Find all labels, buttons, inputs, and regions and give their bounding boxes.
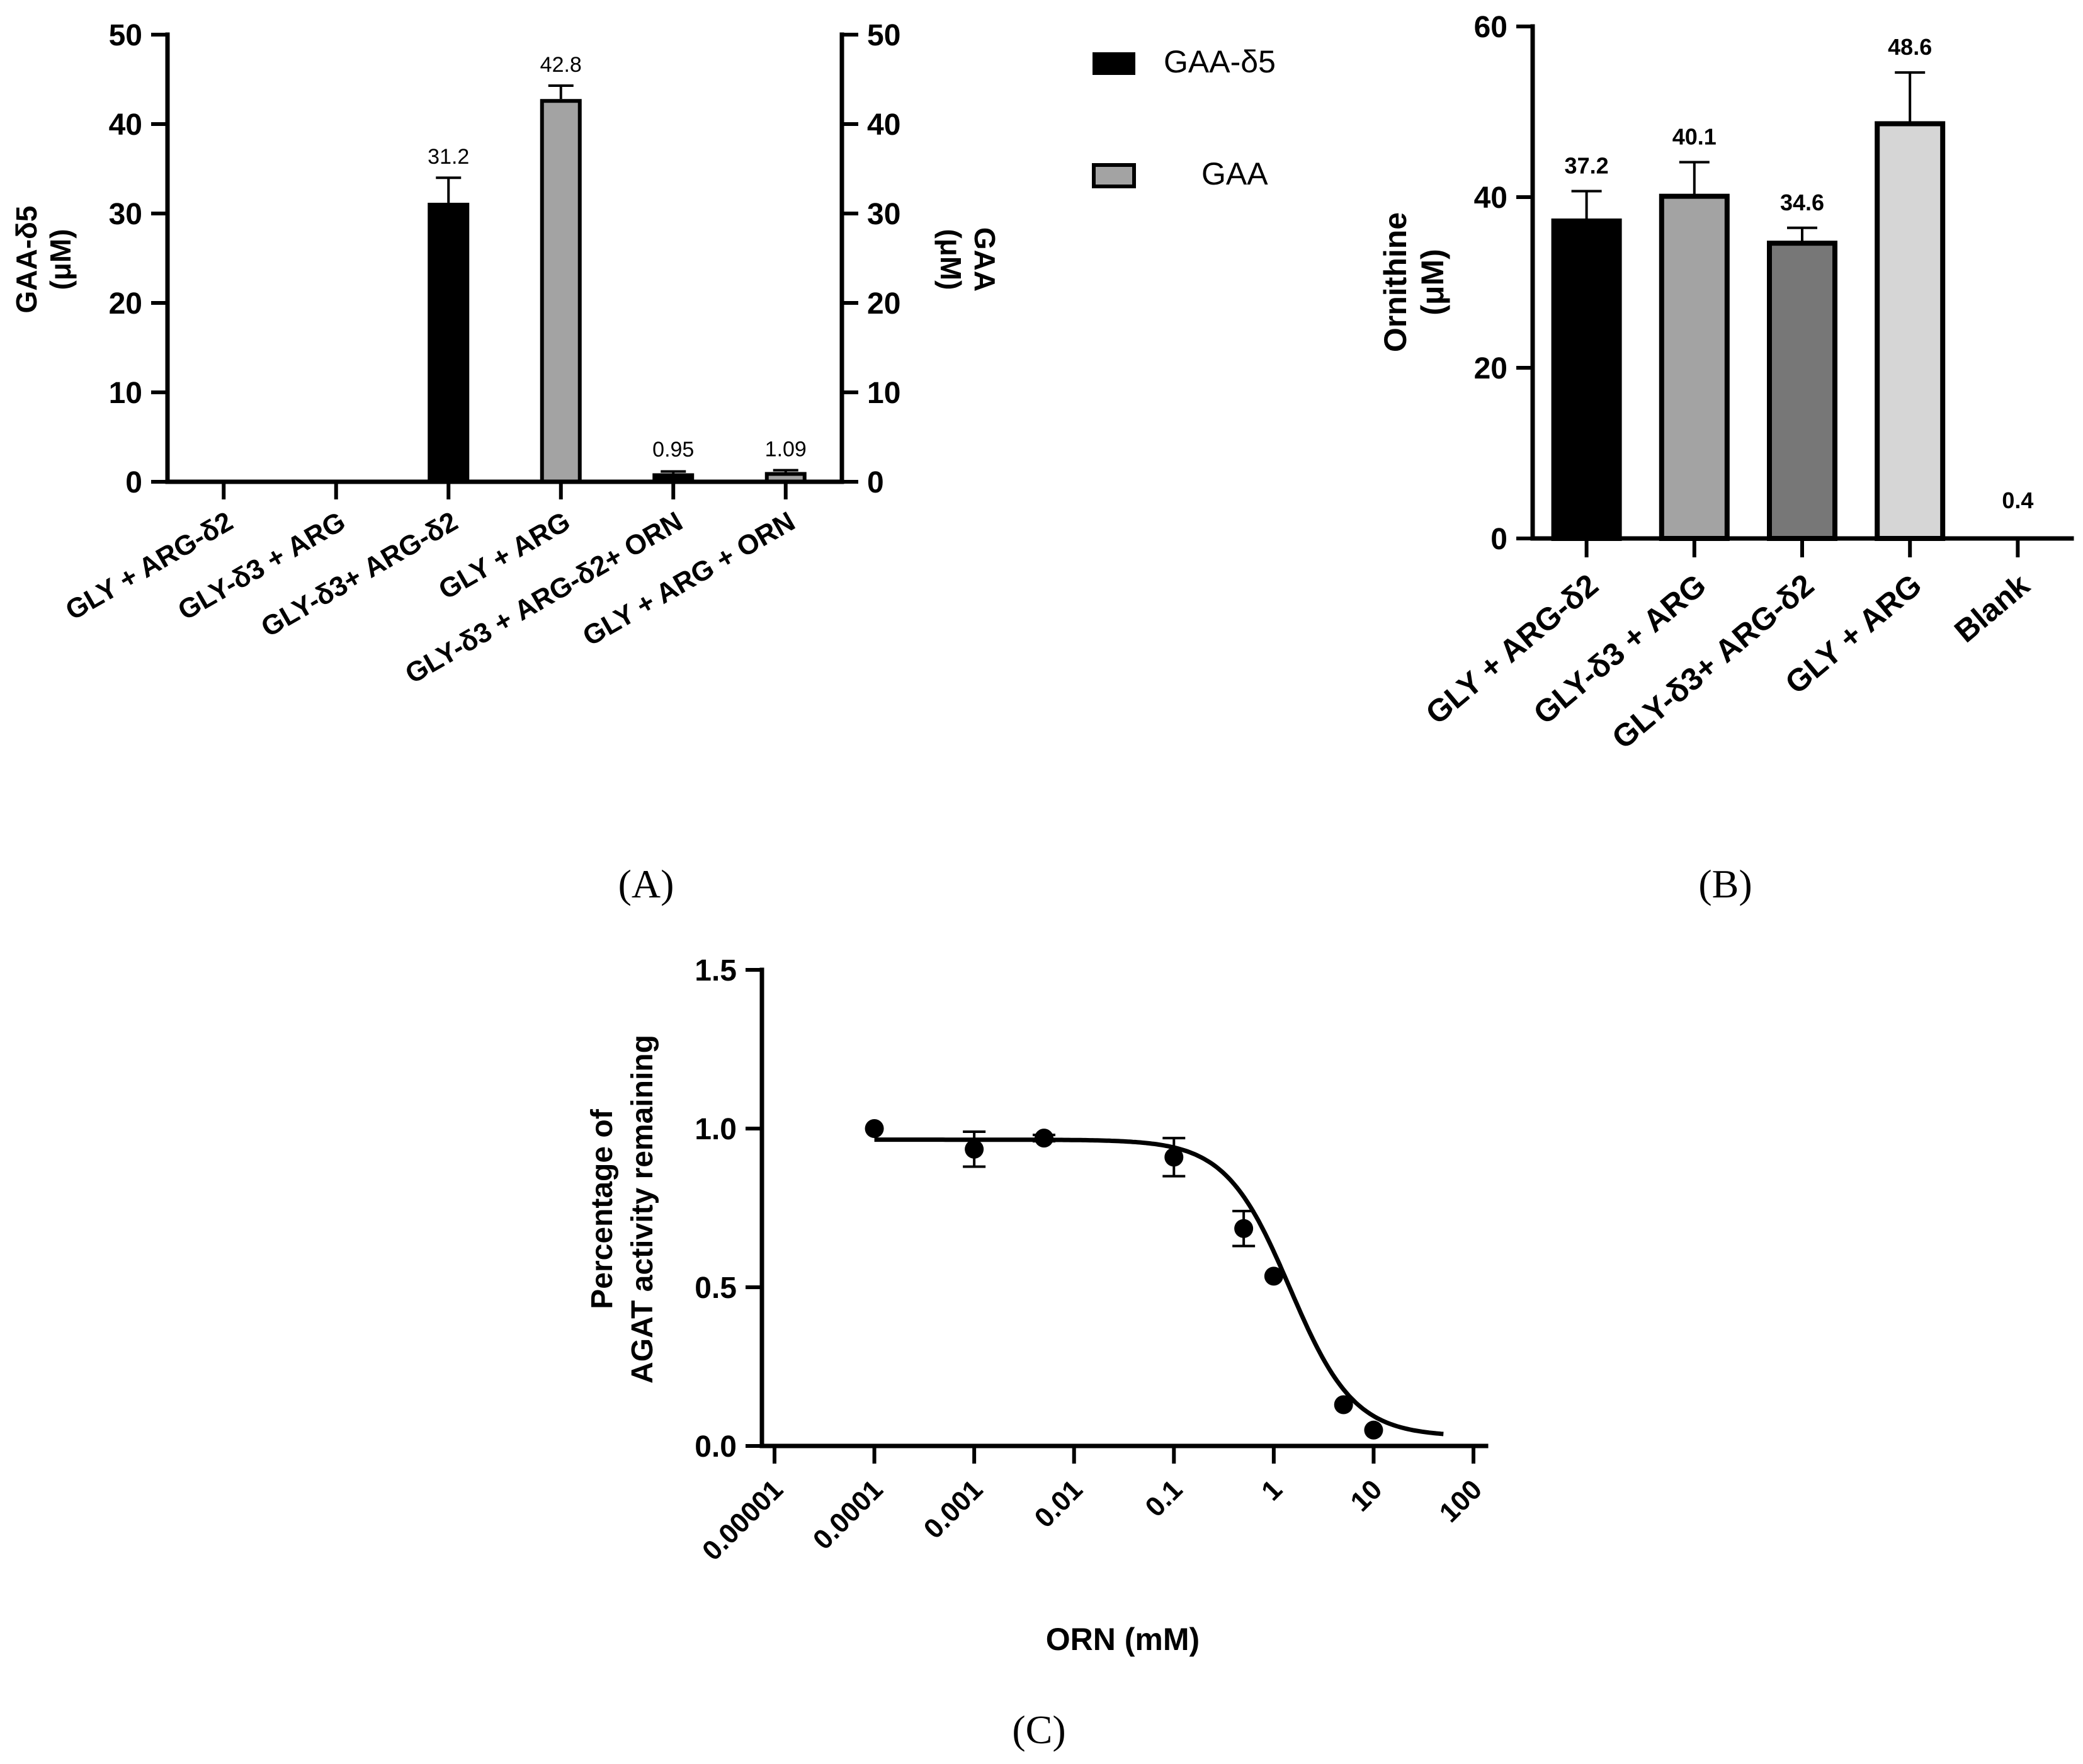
panel-a-left-ytick-label: 0 (125, 466, 142, 499)
panel-c-data-point (1334, 1395, 1353, 1414)
panel-c-data-point (965, 1139, 984, 1159)
panel-b-ytick-label: 0 (1490, 523, 1507, 556)
panel-a-right-ylabel-line2: (μM) (934, 229, 967, 290)
panel-a-category-label: GLY + ARG + ORN (577, 506, 800, 652)
panel-a-data-label: 0.95 (652, 438, 694, 462)
panel-a-left-ytick-label: 10 (109, 377, 142, 410)
panel-b-ylabel-line2: (μM) (1415, 249, 1450, 316)
panel-b-bar (1875, 121, 1946, 542)
panel-b-bar (1551, 218, 1622, 541)
panel-c-label: (C) (1012, 1707, 1065, 1752)
panel-b-data-label: 37.2 (1565, 153, 1609, 179)
panel-c-xtick-label: 0.01 (1029, 1474, 1089, 1534)
panel-c-xtick-label: 0.001 (918, 1474, 989, 1545)
panel-b-label: (B) (1698, 862, 1752, 906)
panel-a-right-ytick-label: 40 (867, 108, 900, 142)
panel-b-ylabel-line1: Ornithine (1378, 212, 1413, 352)
panel-a-right-ylabel-line1: GAA (968, 227, 1001, 292)
panel-c-data-point (1164, 1147, 1184, 1167)
panel-c-ylabel-line1: Percentage of (586, 1108, 619, 1309)
panel-a-bar-gaa (540, 99, 582, 484)
panel-c-data-point (1264, 1266, 1283, 1286)
panel-a-right-ytick-label: 0 (867, 466, 884, 499)
panel-b-data-label: 40.1 (1672, 123, 1717, 149)
panel-a-right-ytick-label: 30 (867, 198, 900, 231)
panel-c-xlabel: ORN (mM) (1046, 1622, 1200, 1657)
panel-c-xtick-label: 0.00001 (696, 1474, 789, 1566)
legend-label-gaa-d5: GAA-δ5 (1164, 44, 1276, 79)
panel-a-left-ylabel-line2: (μM) (44, 229, 77, 290)
panel-a-category-label: GLY-δ3+ ARG-δ2 (256, 506, 463, 643)
panel-b-category-label: Blank (1948, 567, 2036, 649)
panel-b-data-label: 0.4 (2002, 487, 2033, 513)
panel-b-bar (1767, 241, 1837, 541)
panel-c-fit-curve (874, 1137, 1444, 1437)
panel-a-right-ytick-label: 20 (867, 287, 900, 321)
panel-c-xtick-label: 100 (1434, 1474, 1489, 1528)
panel-c-ytick-label: 1.5 (695, 954, 737, 987)
panel-c-xtick-label: 0.0001 (807, 1474, 889, 1556)
panel-a-left-ytick-label: 40 (109, 108, 142, 142)
panel-c-xtick-label: 0.1 (1139, 1474, 1188, 1523)
panel-c-ytick-label: 1.0 (695, 1113, 737, 1146)
panel-c-ytick-label: 0.0 (695, 1430, 737, 1464)
panel-c-data-point (1364, 1420, 1383, 1440)
panel-c-data-point (865, 1119, 884, 1138)
panel-c-ylabel-line2: AGAT activity remaining (626, 1035, 659, 1384)
panel-a-left-ytick-label: 50 (109, 19, 142, 52)
panel-a-data-label: 42.8 (540, 53, 582, 77)
panel-a-left-ytick-label: 30 (109, 198, 142, 231)
panel-a-data-label: 1.09 (765, 438, 807, 462)
legend-swatch-gaa (1092, 163, 1136, 188)
panel-b-ytick-label: 40 (1474, 181, 1507, 215)
panel-c-ytick-label: 0.5 (695, 1272, 737, 1305)
panel-c-xtick-label: 1 (1256, 1474, 1288, 1506)
panel-b-category-label: GLY-δ3+ ARG-δ2 (1605, 567, 1820, 756)
panel-c-xtick-label: 10 (1344, 1474, 1388, 1517)
legend-swatch-gaa-d5 (1093, 52, 1135, 75)
panel-c-data-point (1034, 1129, 1053, 1148)
panel-a-data-label: 31.2 (428, 145, 469, 169)
panel-a-right-ytick-label: 50 (867, 19, 900, 52)
panel-b-data-label: 48.6 (1888, 34, 1932, 60)
panel-c-data-point (1234, 1219, 1254, 1238)
panel-a-left-ytick-label: 20 (109, 287, 142, 321)
legend-label-gaa: GAA (1201, 156, 1268, 191)
panel-c: 0.0 0.5 1.0 1.5 0.00001 0.0001 0.001 0.01 0.1 1 10… (586, 954, 1489, 1752)
panel-a-right-ytick-label: 10 (867, 377, 900, 410)
panel-b-bar (1659, 193, 1730, 541)
panel-a-left-ylabel-line1: GAA-δ5 (10, 205, 43, 313)
panel-b-ytick-label: 20 (1474, 352, 1507, 385)
panel-b-ytick-label: 60 (1474, 11, 1507, 44)
panel-b-data-label: 34.6 (1780, 190, 1824, 215)
panel-a-bar-gaa-d5 (428, 202, 470, 482)
panel-a-label: (A) (618, 862, 674, 906)
